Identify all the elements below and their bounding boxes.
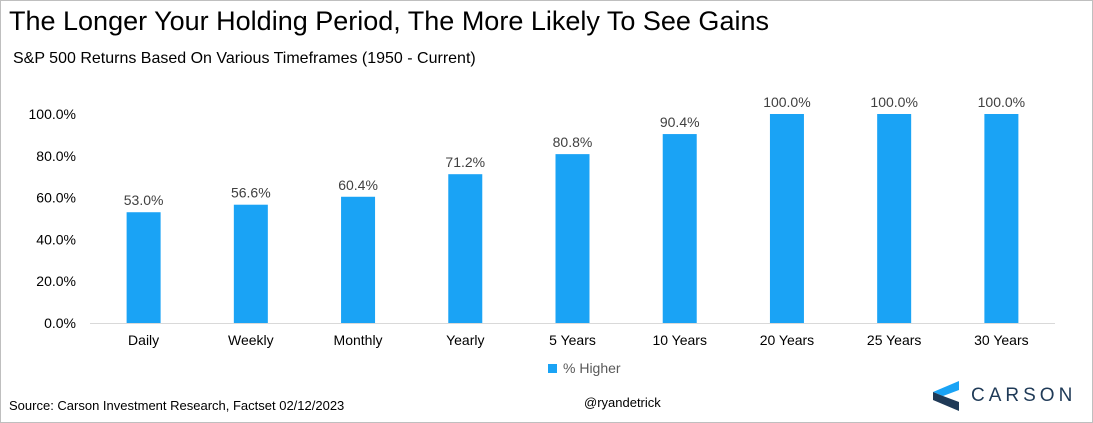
bars: [126, 114, 1019, 323]
bar: [662, 134, 697, 323]
bar-value-label: 100.0%: [978, 94, 1025, 110]
legend-label: % Higher: [563, 360, 621, 376]
x-tick-label: 10 Years: [652, 332, 707, 348]
x-axis-labels: Daily Weekly Monthly Yearly 5 Years 10 Years 2…: [128, 332, 1029, 348]
chart-subtitle: S&P 500 Returns Based On Various Timefra…: [13, 50, 476, 67]
carson-logo: CARSON: [933, 381, 1076, 411]
bar-value-label: 53.0%: [124, 192, 164, 208]
y-axis-ticks: 0.0% 20.0% 40.0% 60.0% 80.0% 100.0%: [29, 106, 76, 331]
x-tick-label: Daily: [128, 332, 159, 348]
twitter-handle: @ryandetrick: [584, 395, 661, 410]
legend-swatch: [548, 363, 557, 373]
y-tick-label: 60.0%: [36, 190, 76, 206]
y-tick-label: 100.0%: [29, 106, 76, 122]
bar-value-label: 71.2%: [445, 154, 485, 170]
carson-logo-text: CARSON: [971, 385, 1077, 406]
y-tick-label: 0.0%: [44, 315, 76, 331]
carson-chevron-icon: [933, 381, 959, 411]
bar: [126, 212, 161, 323]
bar-value-label: 100.0%: [763, 94, 810, 110]
bar: [984, 114, 1019, 323]
bar-value-label: 56.6%: [231, 185, 271, 201]
y-tick-label: 80.0%: [36, 148, 76, 164]
bar: [769, 114, 804, 323]
y-tick-label: 20.0%: [36, 273, 76, 289]
x-tick-label: Weekly: [228, 332, 274, 348]
bar: [877, 114, 912, 323]
bar-value-label: 60.4%: [338, 177, 378, 193]
bar-value-label: 80.8%: [553, 134, 593, 150]
x-tick-label: 5 Years: [549, 332, 596, 348]
bar-value-label: 90.4%: [660, 114, 700, 130]
x-tick-label: 20 Years: [760, 332, 815, 348]
source-note: Source: Carson Investment Research, Fact…: [9, 398, 345, 413]
bar: [341, 196, 376, 323]
bar-value-label: 100.0%: [870, 94, 917, 110]
bar: [448, 174, 483, 323]
x-tick-label: Yearly: [446, 332, 484, 348]
value-labels: 53.0% 56.6% 60.4% 71.2% 80.8% 90.4% 100.0% 100.…: [124, 94, 1025, 208]
bar: [233, 204, 268, 323]
chart-title: The Longer Your Holding Period, The More…: [9, 6, 769, 36]
x-tick-label: 25 Years: [867, 332, 922, 348]
y-tick-label: 40.0%: [36, 231, 76, 247]
bar: [555, 154, 590, 323]
legend: % Higher: [548, 360, 621, 376]
x-tick-label: Monthly: [334, 332, 383, 348]
x-tick-label: 30 Years: [974, 332, 1029, 348]
